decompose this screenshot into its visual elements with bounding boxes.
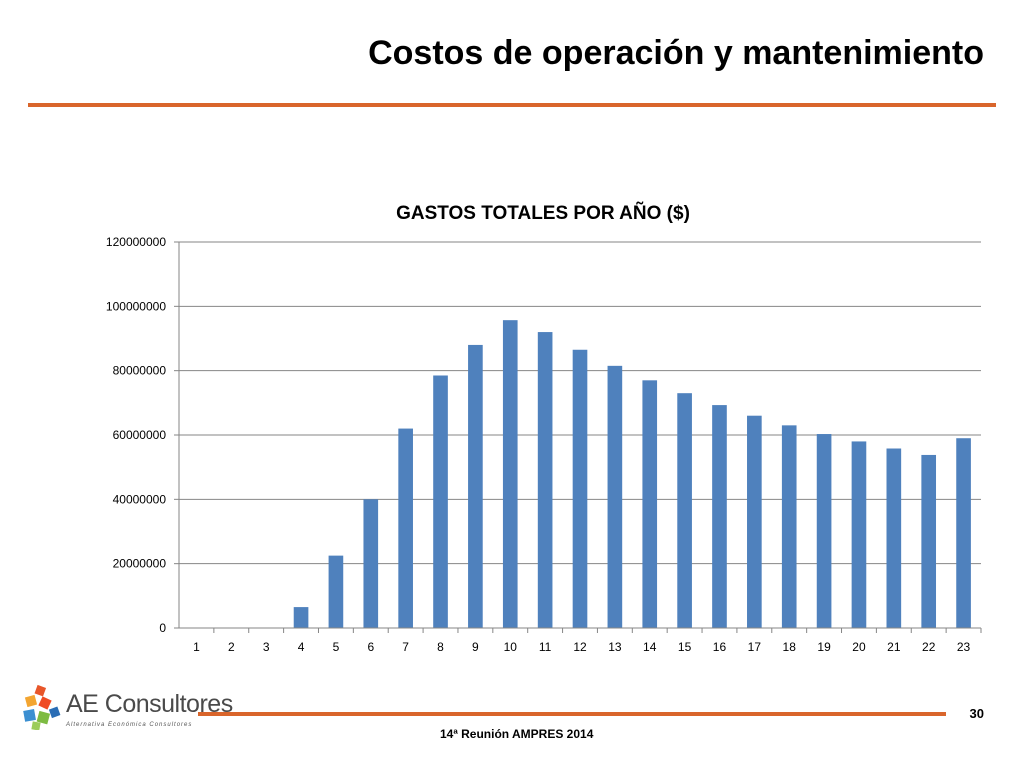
x-tick-label: 16 <box>713 640 727 654</box>
bar-4 <box>293 607 309 628</box>
x-tick-label: 13 <box>608 640 622 654</box>
y-tick-label: 80000000 <box>113 364 167 378</box>
logo-squares-icon <box>23 684 61 730</box>
y-tick-label: 100000000 <box>106 299 166 313</box>
bar-18 <box>781 425 797 628</box>
x-tick-label: 12 <box>573 640 587 654</box>
bar-14 <box>642 380 658 628</box>
x-tick-label: 14 <box>643 640 657 654</box>
x-tick-label: 9 <box>472 640 479 654</box>
bar-21 <box>886 448 902 628</box>
bar-8 <box>433 375 448 628</box>
x-tick-label: 1 <box>193 640 200 654</box>
x-tick-label: 5 <box>333 640 340 654</box>
bar-5 <box>328 555 344 628</box>
bar-22 <box>921 454 937 628</box>
bar-12 <box>572 349 588 628</box>
x-tick-label: 2 <box>228 640 235 654</box>
x-tick-label: 8 <box>437 640 444 654</box>
bar-10 <box>502 320 518 628</box>
bar-6 <box>363 499 379 628</box>
y-tick-label: 40000000 <box>113 492 167 506</box>
x-tick-label: 19 <box>817 640 831 654</box>
bars <box>293 320 971 628</box>
bar-7 <box>398 428 413 628</box>
page-number: 30 <box>969 706 984 721</box>
x-tick-label: 3 <box>263 640 270 654</box>
slide-title: Costos de operación y mantenimiento <box>368 34 984 72</box>
company-logo: AE Consultores Alternativa Económica Con… <box>22 684 233 734</box>
y-tick-label: 60000000 <box>113 428 167 442</box>
x-tick-label: 11 <box>539 640 552 654</box>
bar-19 <box>816 434 832 628</box>
logo-subtext: Alternativa Económica Consultores <box>66 722 193 728</box>
bar-17 <box>747 415 762 628</box>
x-tick-label: 7 <box>402 640 409 654</box>
title-divider <box>28 103 996 107</box>
bar-23 <box>956 438 971 628</box>
x-tick-label: 15 <box>678 640 692 654</box>
y-tick-label: 0 <box>159 621 166 635</box>
footer-text: 14ª Reunión AMPRES 2014 <box>440 727 594 741</box>
x-tick-label: 18 <box>783 640 797 654</box>
axes: 0 20000000 40000000 60000000 80000000 1000000… <box>106 235 982 654</box>
x-tick-label: 4 <box>298 640 305 654</box>
bar-chart: GASTOS TOTALES POR AÑO ($) 0 20000000 4000… <box>106 202 982 654</box>
bar-13 <box>607 365 623 628</box>
bar-11 <box>537 332 553 628</box>
chart-title: GASTOS TOTALES POR AÑO ($) <box>396 202 690 224</box>
bar-16 <box>712 405 727 628</box>
y-tick-label: 120000000 <box>106 235 166 249</box>
x-tick-label: 23 <box>957 640 971 654</box>
x-tick-label: 10 <box>504 640 518 654</box>
x-tick-label: 22 <box>922 640 936 654</box>
bar-15 <box>677 393 692 628</box>
footer-divider <box>198 712 946 716</box>
x-tick-label: 6 <box>367 640 374 654</box>
x-tick-label: 20 <box>852 640 866 654</box>
y-tick-label: 20000000 <box>113 557 167 571</box>
bar-9 <box>468 344 483 628</box>
x-tick-label: 21 <box>887 640 901 654</box>
bar-20 <box>851 441 867 628</box>
x-tick-label: 17 <box>748 640 762 654</box>
